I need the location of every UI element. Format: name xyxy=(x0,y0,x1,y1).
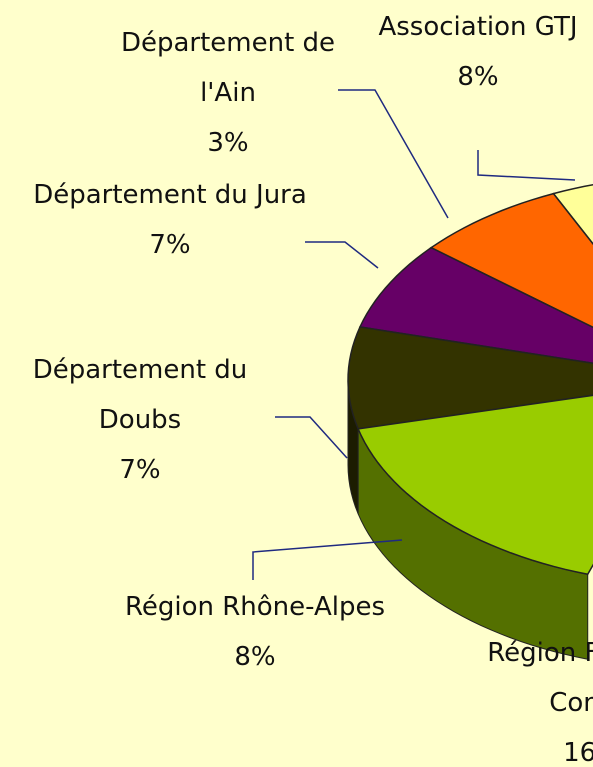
leader-line xyxy=(477,150,576,181)
slice-value: 16% xyxy=(563,738,593,767)
slice-name: Département du Jura xyxy=(33,180,307,210)
slice-name: Département du Doubs xyxy=(32,355,248,435)
slice-label: Association GTJ 8% xyxy=(373,2,583,102)
slice xyxy=(552,183,593,246)
leader-line xyxy=(338,89,449,219)
slice-name: Région Franche-Comté xyxy=(487,638,593,718)
slice xyxy=(358,246,593,365)
slice-label: Département de l'Ain 3% xyxy=(113,18,343,168)
leader-line xyxy=(252,539,403,580)
leader-line xyxy=(305,241,379,269)
slice-label: Région Rhône-Alpes 8% xyxy=(124,582,386,682)
slice-value: 7% xyxy=(119,455,161,485)
slice-name: Association GTJ xyxy=(378,12,578,42)
pie-tops xyxy=(347,183,593,576)
slice-value: 8% xyxy=(457,62,499,92)
slice-name: Région Rhône-Alpes xyxy=(124,592,386,622)
slice xyxy=(429,192,593,329)
slice-value: 7% xyxy=(149,230,191,260)
slice-label: Région Franche-Comté 16% xyxy=(447,628,593,767)
leader-line xyxy=(275,416,348,459)
slice-label: Département du Doubs 7% xyxy=(0,345,285,495)
slice-value: 8% xyxy=(234,642,276,672)
slice-name: Département de l'Ain xyxy=(120,28,336,108)
slice xyxy=(357,394,593,576)
slice-label: Département du Jura 7% xyxy=(25,170,315,270)
slice-value: 3% xyxy=(207,128,249,158)
